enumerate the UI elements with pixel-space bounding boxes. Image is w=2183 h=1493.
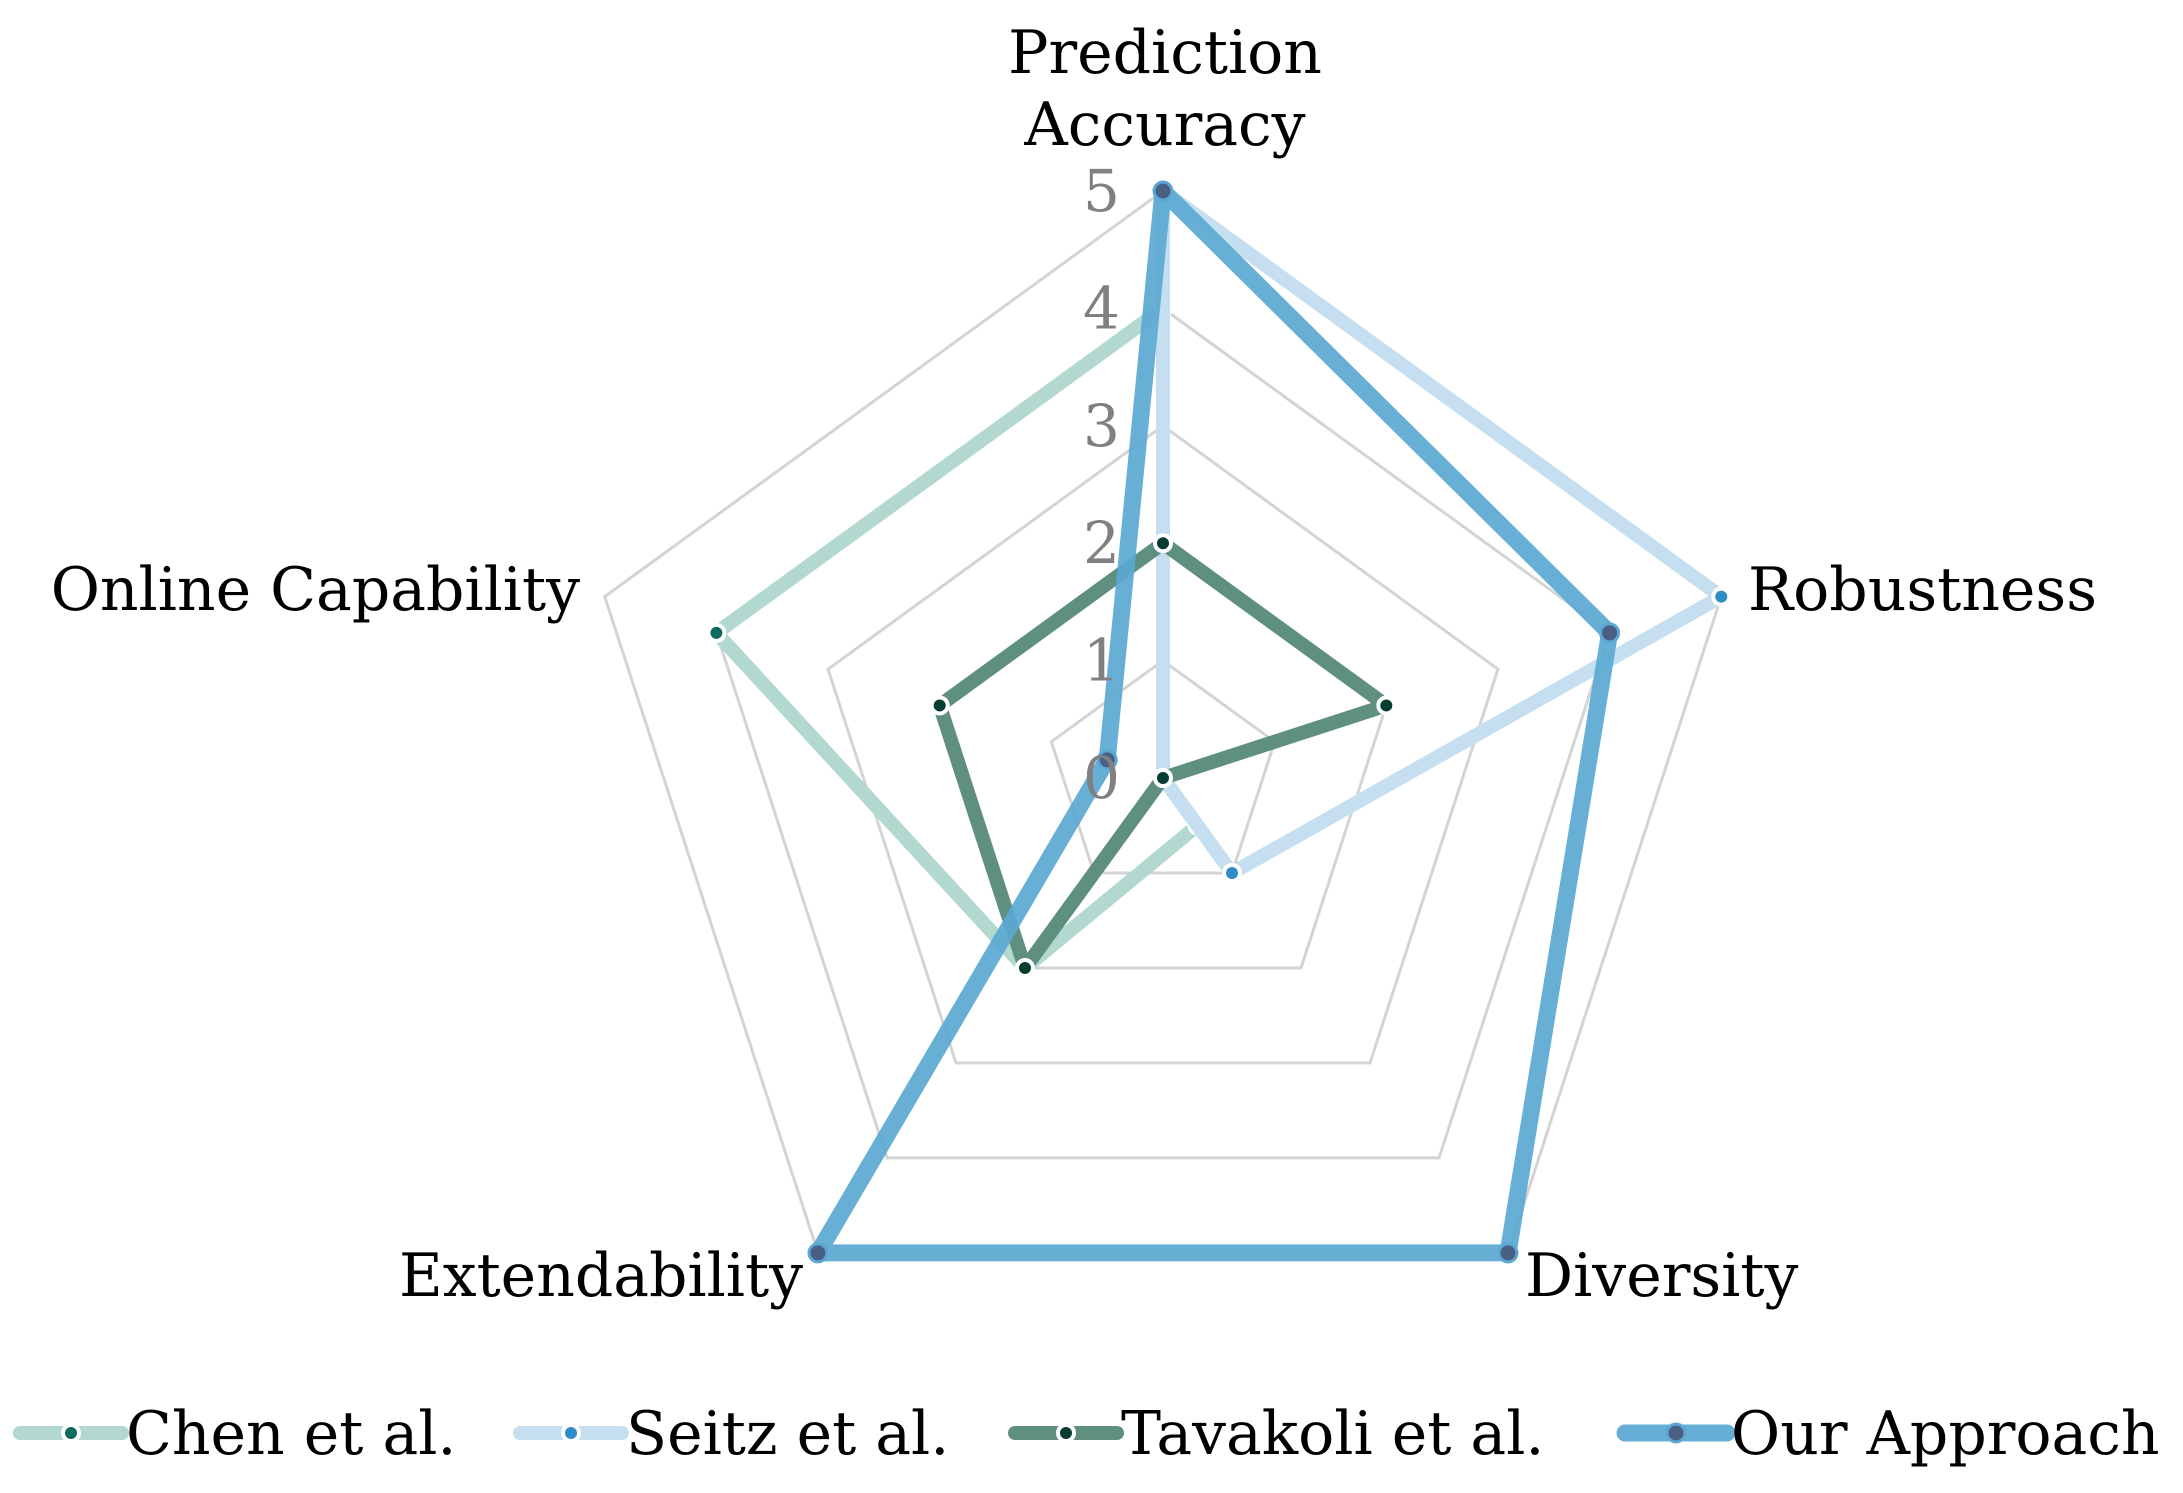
series-2-point-0 (1153, 533, 1173, 554)
legend-swatch-marker-3 (1665, 1422, 1687, 1444)
series-2-point-3 (1014, 957, 1035, 978)
axis-label-1: Robustness (1748, 555, 2097, 625)
series-line-2 (932, 536, 1394, 975)
grid-ring-3 (826, 423, 1500, 1065)
axis-label-4: Online Capability (51, 555, 580, 625)
series-line-3 (809, 182, 1619, 1262)
tick-label-1: 1 (1083, 627, 1120, 695)
tick-label-3: 3 (1083, 392, 1120, 460)
series-2-point-2 (1153, 768, 1173, 788)
series-line-1 (1156, 184, 1729, 880)
legend-label-1: Seitz et al. (626, 1399, 949, 1469)
series-3-point-0 (1152, 180, 1174, 202)
series-2-point-1 (1376, 695, 1397, 716)
series-2-point-4 (929, 695, 950, 716)
series-3-point-4 (1096, 749, 1118, 771)
grid-ring-1 (1049, 658, 1277, 875)
series-0-point-4 (706, 622, 727, 643)
series-1-point-1 (1711, 586, 1732, 607)
legend-swatch-marker-1 (561, 1423, 581, 1443)
legend-label-0: Chen et al. (126, 1399, 457, 1469)
axis-label-2: Diversity (1525, 1241, 1798, 1311)
legend: Chen et al. Seitz et al. Tavakoli et al. Ou… (13, 1399, 2160, 1469)
series-1-point-2 (1222, 862, 1243, 883)
tick-label-4: 4 (1083, 274, 1120, 342)
legend-label-2: Tavakoli et al. (1121, 1399, 1544, 1469)
legend-label-3: Our Approach (1731, 1399, 2160, 1469)
axis-label-0-line-0: Prediction (1008, 18, 1322, 88)
series-3-point-2 (1497, 1242, 1519, 1264)
series-3-point-1 (1599, 622, 1621, 644)
axis-label-3: Extendability (399, 1241, 803, 1311)
tick-label-0: 0 (1083, 744, 1120, 812)
radar-tick-labels: 0 1 2 3 4 5 (1083, 157, 1120, 812)
radar-series (706, 180, 1732, 1264)
legend-swatch-marker-0 (61, 1423, 81, 1443)
series-3-point-3 (807, 1242, 829, 1264)
axis-label-0-line-1: Accuracy (1023, 90, 1305, 160)
legend-swatch-marker-2 (1056, 1423, 1076, 1443)
tick-label-2: 2 (1083, 509, 1120, 577)
tick-label-5: 5 (1083, 157, 1120, 225)
